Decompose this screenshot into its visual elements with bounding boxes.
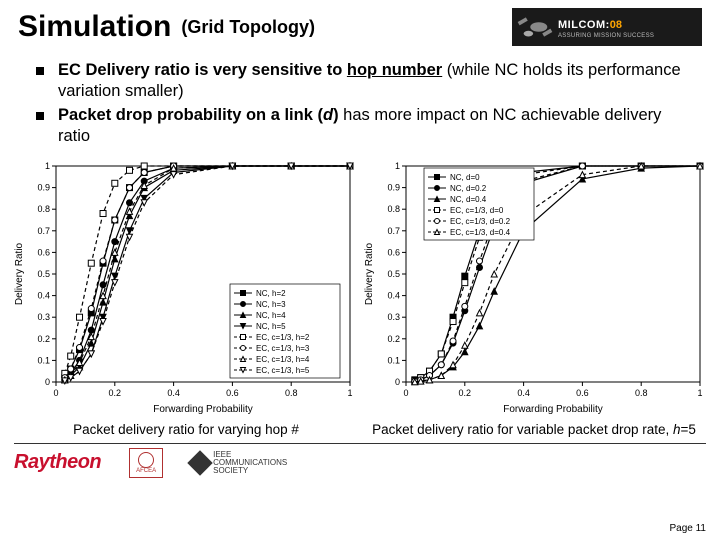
svg-text:NC, d=0: NC, d=0: [450, 173, 480, 182]
svg-text:0.8: 0.8: [635, 388, 648, 398]
svg-text:EC, c=1/3, h=4: EC, c=1/3, h=4: [256, 355, 310, 364]
charts-row: 0 0.2 0.4 0.6 0.8 1 0 0.1 0.2 0.3 0.4 0.5 0.6 0.7 0.8 0…: [0, 156, 720, 418]
svg-text:0.5: 0.5: [387, 269, 400, 279]
svg-text:0.8: 0.8: [285, 388, 298, 398]
svg-text:0.2: 0.2: [37, 334, 50, 344]
svg-text:EC, c=1/3, d=0: EC, c=1/3, d=0: [450, 206, 504, 215]
svg-text:0.3: 0.3: [37, 312, 50, 322]
title-main: Simulation: [18, 10, 171, 44]
svg-text:1: 1: [697, 388, 702, 398]
svg-text:NC, d=0.2: NC, d=0.2: [450, 184, 487, 193]
svg-text:Forwarding Probability: Forwarding Probability: [153, 404, 253, 415]
svg-text:0.5: 0.5: [37, 269, 50, 279]
title-sub: (Grid Topology): [181, 17, 315, 38]
bullet-list: EC Delivery ratio is very sensitive to h…: [0, 50, 720, 156]
svg-text:Forwarding Probability: Forwarding Probability: [503, 404, 603, 415]
svg-text:0: 0: [403, 388, 408, 398]
ieee-diamond-icon: [187, 450, 212, 475]
svg-text:Delivery Ratio: Delivery Ratio: [14, 242, 25, 305]
bullet-text: Packet drop probability on a link (d) ha…: [58, 105, 690, 148]
svg-text:NC, h=4: NC, h=4: [256, 311, 286, 320]
caption-right: Packet delivery ratio for variable packe…: [360, 422, 708, 437]
svg-text:EC, c=1/3, h=2: EC, c=1/3, h=2: [256, 333, 310, 342]
svg-text:0.2: 0.2: [387, 334, 400, 344]
ieee-text: IEEECOMMUNICATIONSSOCIETY: [213, 451, 287, 475]
svg-text:Delivery Ratio: Delivery Ratio: [364, 242, 375, 305]
chart-right: 0 0.2 0.4 0.6 0.8 1 0 0.1 0.2 0.3 0.4 0.5 0.6 0.7 0.8 0…: [360, 158, 710, 418]
svg-text:0.2: 0.2: [109, 388, 122, 398]
svg-text:NC, d=0.4: NC, d=0.4: [450, 195, 487, 204]
milcom-logo: MILCOM:08 ASSURING MISSION SUCCESS: [512, 8, 702, 46]
afcea-label: AFCEA: [136, 468, 156, 474]
bullet-marker: [36, 112, 44, 120]
chart-left: 0 0.2 0.4 0.6 0.8 1 0 0.1 0.2 0.3 0.4 0.5 0.6 0.7 0.8 0…: [10, 158, 360, 418]
svg-text:0.4: 0.4: [517, 388, 530, 398]
svg-text:EC, c=1/3, d=0.4: EC, c=1/3, d=0.4: [450, 228, 511, 237]
svg-text:0.7: 0.7: [387, 226, 400, 236]
svg-text:0.1: 0.1: [387, 355, 400, 365]
svg-text:0.4: 0.4: [167, 388, 180, 398]
svg-text:1: 1: [45, 161, 50, 171]
bullet-item: Packet drop probability on a link (d) ha…: [36, 105, 690, 148]
svg-text:0.7: 0.7: [37, 226, 50, 236]
svg-text:NC, h=5: NC, h=5: [256, 322, 286, 331]
svg-text:NC, h=2: NC, h=2: [256, 289, 286, 298]
bullet-marker: [36, 67, 44, 75]
page-number: Page 11: [669, 523, 706, 534]
svg-text:1: 1: [395, 161, 400, 171]
logo-brand: MILCOM:: [558, 19, 610, 31]
svg-text:0.9: 0.9: [387, 182, 400, 192]
svg-text:0.2: 0.2: [459, 388, 472, 398]
logo-year: 08: [610, 19, 622, 31]
svg-text:EC, c=1/3, h=5: EC, c=1/3, h=5: [256, 366, 310, 375]
svg-text:0.6: 0.6: [387, 247, 400, 257]
afcea-logo: AFCEA: [129, 448, 163, 478]
svg-text:0.4: 0.4: [37, 290, 50, 300]
logo-tagline: ASSURING MISSION SUCCESS: [558, 33, 654, 39]
svg-text:0: 0: [395, 377, 400, 387]
raytheon-logo: Raytheon: [14, 451, 101, 474]
bullet-text: EC Delivery ratio is very sensitive to h…: [58, 60, 690, 103]
slide-header: Simulation (Grid Topology) MILCOM:08 ASS…: [0, 0, 720, 50]
svg-text:EC, c=1/3, h=3: EC, c=1/3, h=3: [256, 344, 310, 353]
svg-text:0.4: 0.4: [387, 290, 400, 300]
svg-text:0.1: 0.1: [37, 355, 50, 365]
satellite-icon: [516, 10, 554, 44]
ieee-logo: IEEECOMMUNICATIONSSOCIETY: [191, 451, 287, 475]
svg-text:0: 0: [45, 377, 50, 387]
svg-text:0.6: 0.6: [37, 247, 50, 257]
captions-row: Packet delivery ratio for varying hop # …: [0, 418, 720, 437]
svg-text:0.9: 0.9: [37, 182, 50, 192]
svg-text:EC, c=1/3, d=0.2: EC, c=1/3, d=0.2: [450, 217, 511, 226]
footer: Raytheon AFCEA IEEECOMMUNICATIONSSOCIETY: [0, 444, 720, 478]
svg-text:0: 0: [53, 388, 58, 398]
svg-text:0.8: 0.8: [387, 204, 400, 214]
svg-text:NC, h=3: NC, h=3: [256, 300, 286, 309]
caption-left: Packet delivery ratio for varying hop #: [12, 422, 360, 437]
svg-text:0.6: 0.6: [576, 388, 589, 398]
svg-text:1: 1: [347, 388, 352, 398]
svg-text:0.3: 0.3: [387, 312, 400, 322]
svg-text:0.6: 0.6: [226, 388, 239, 398]
bullet-item: EC Delivery ratio is very sensitive to h…: [36, 60, 690, 103]
svg-text:0.8: 0.8: [37, 204, 50, 214]
